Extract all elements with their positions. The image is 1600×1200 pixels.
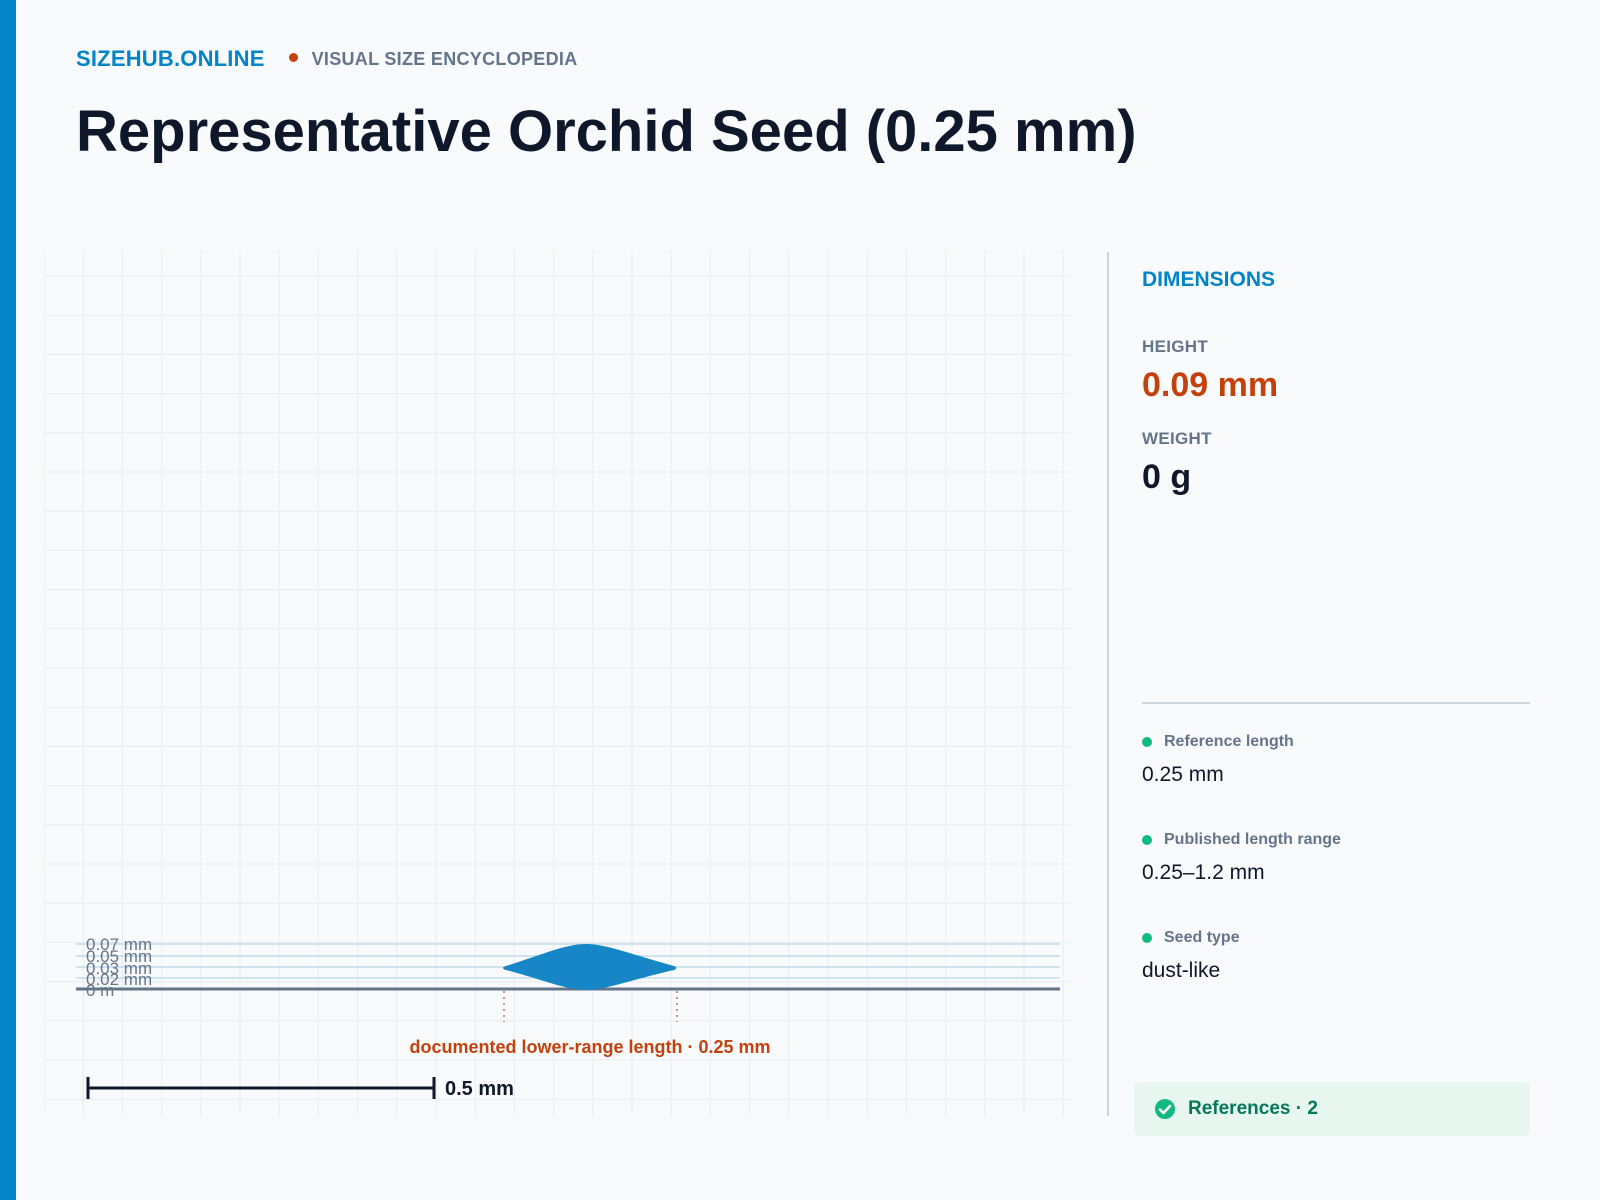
fact-value: dust-like (1142, 959, 1221, 982)
fact-value: 0.25–1.2 mm (1142, 861, 1265, 884)
fact-label: Seed type (1164, 929, 1240, 946)
orchid-seed-shape (503, 944, 677, 990)
references-button[interactable]: References · 2 (1134, 1082, 1530, 1136)
ruler-label-0.02: 0.02 mm (86, 970, 152, 989)
page-title: Representative Orchid Seed (0.25 mm) (76, 99, 1137, 164)
ruler-label-0.05: 0.05 mm (86, 947, 152, 966)
bullet-dot-icon (1142, 835, 1152, 845)
weight-value: 0 g (1142, 458, 1192, 496)
fact-item: Reference length 0.25 mm (1142, 733, 1294, 787)
references-label: References · 2 (1188, 1098, 1318, 1119)
ruler-label-0.03: 0.03 mm (86, 959, 152, 978)
check-circle-icon (1155, 1099, 1175, 1119)
scale-bar-label: 0.5 mm (445, 1078, 514, 1100)
fact-item: Seed type dust-like (1142, 929, 1240, 983)
bullet-dot-icon (1142, 737, 1152, 747)
weight-label: WEIGHT (1142, 429, 1212, 448)
header: SIZEHUB.ONLINE VISUAL SIZE ENCYCLOPEDIA (76, 46, 578, 72)
panel-divider (1107, 252, 1109, 1116)
height-value: 0.09 mm (1142, 366, 1279, 404)
fact-item: Published length range 0.25–1.2 mm (1142, 831, 1341, 885)
ruler-label-0.07: 0.07 mm (86, 935, 152, 954)
bullet-dot-icon (1142, 933, 1152, 943)
height-label: HEIGHT (1142, 337, 1209, 356)
tagline: VISUAL SIZE ENCYCLOPEDIA (311, 48, 578, 69)
size-diagram: 0 m 0.02 mm 0.03 mm 0.05 mm 0.07 mm docu… (44, 250, 1070, 1116)
separator-dot (288, 52, 298, 62)
grid (44, 250, 1070, 1116)
brand-link[interactable]: SIZEHUB.ONLINE (76, 46, 265, 71)
length-annotation: documented lower-range length · 0.25 mm (409, 1037, 770, 1057)
scale-bar (86, 1077, 436, 1099)
dimensions-heading: DIMENSIONS (1142, 268, 1276, 291)
fact-value: 0.25 mm (1142, 763, 1224, 786)
accent-bar (0, 0, 16, 1200)
panel-rule (1142, 702, 1530, 704)
ruler-labels: 0 m 0.02 mm 0.03 mm 0.05 mm 0.07 mm (86, 935, 152, 1000)
fact-label: Reference length (1164, 733, 1294, 750)
fact-label: Published length range (1164, 831, 1341, 848)
dimensions-panel: DIMENSIONS HEIGHT 0.09 mm WEIGHT 0 g Ref… (1134, 252, 1532, 1152)
